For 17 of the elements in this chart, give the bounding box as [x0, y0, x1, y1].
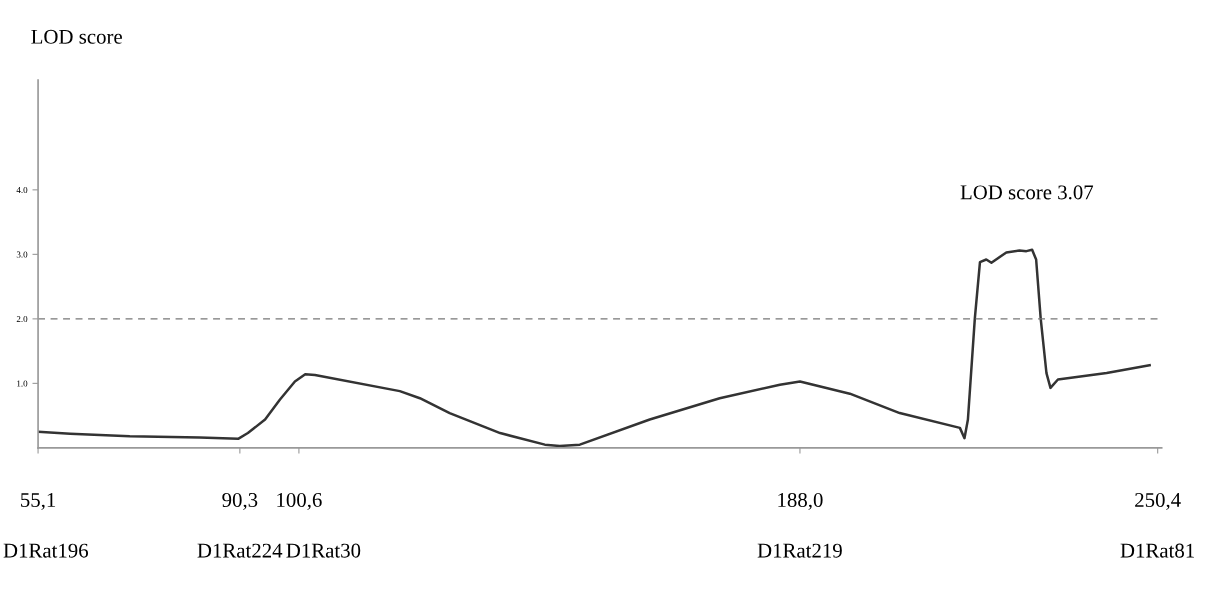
y-tick-label: 3.0 [16, 251, 28, 258]
x-tick-label: 250,4 [1135, 492, 1181, 510]
y-tick-label: 4.0 [16, 186, 28, 194]
annotation: LOD score 3.07 [960, 185, 1094, 200]
text: D1Rat81 [1120, 543, 1194, 558]
x-tick-label: 188,0 [778, 492, 823, 510]
x-tick-label: 55,1 [21, 493, 56, 510]
x-tick-label: 90,3 [222, 492, 258, 510]
y-tick-label: 2.0 [16, 315, 28, 323]
text: D1Rat196 [3, 543, 89, 558]
text: D1Rat224 [197, 543, 283, 558]
y-axis-title: LOD score [31, 29, 122, 44]
text: D1Rat30 [286, 543, 361, 558]
text: D1Rat219 [757, 543, 842, 558]
y-tick-label: 1.0 [17, 380, 28, 387]
x-tick-label: 100,6 [277, 492, 322, 510]
line-series [38, 248, 1151, 448]
